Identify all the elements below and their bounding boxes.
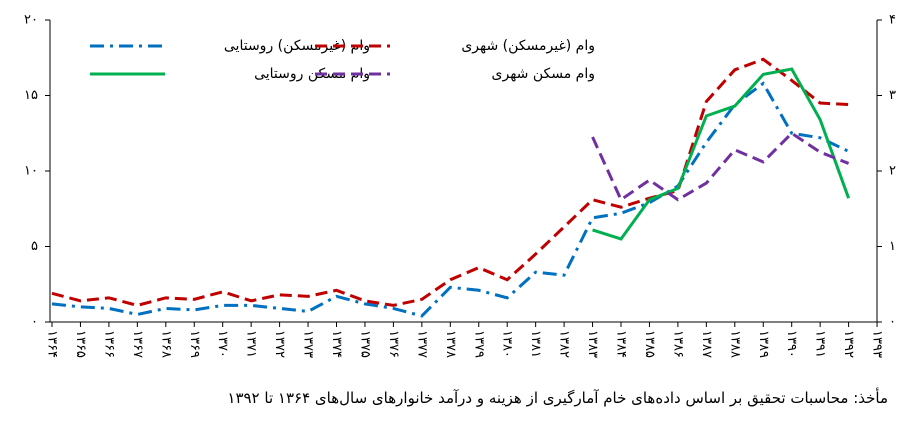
y2-tick-label: ۱ bbox=[889, 239, 896, 254]
x-tick-label: ۱۳۷۰ bbox=[215, 330, 230, 358]
x-tick-label: ۱۳۸۴ bbox=[614, 330, 629, 358]
y2-tick-label: ۰ bbox=[889, 315, 896, 330]
y-tick-label: ۰ bbox=[31, 315, 38, 330]
legend-label: وام مسکن روستایی bbox=[254, 66, 370, 82]
series-line bbox=[51, 57, 849, 307]
x-tick-label: ۱۳۸۰ bbox=[500, 330, 515, 358]
y-tick-label: ۱۵ bbox=[24, 88, 38, 103]
x-tick-label: ۱۳۹۱ bbox=[813, 330, 828, 358]
x-tick-label: ۱۳۷۳ bbox=[301, 330, 316, 358]
y-tick-label: ۵ bbox=[31, 239, 38, 254]
x-tick-label: ۱۳۶۵ bbox=[73, 330, 88, 358]
series-line bbox=[51, 81, 850, 318]
x-tick-label: ۱۳۷۴ bbox=[329, 330, 344, 358]
series-line bbox=[592, 67, 851, 241]
x-tick-label: ۱۳۸۳ bbox=[585, 330, 600, 358]
y2-tick-label: ۲ bbox=[889, 164, 896, 179]
series-line bbox=[591, 131, 850, 202]
legend-label: وام (غیرمسکن) شهری bbox=[461, 38, 595, 54]
x-tick-label: ۱۳۸۲ bbox=[557, 330, 572, 358]
x-tick-label: ۱۳۸۱ bbox=[528, 330, 543, 358]
y-tick-label: ۱۰ bbox=[24, 164, 38, 179]
legend-label: وام (غیرمسکن) روستایی bbox=[224, 38, 370, 54]
x-tick-label: ۱۳۹۰ bbox=[784, 330, 799, 358]
y2-tick-label: ۳ bbox=[889, 88, 896, 103]
x-tick-label: ۱۳۷۵ bbox=[357, 330, 372, 358]
source-note: مأخذ: محاسبات تحقیق بر اساس داده‌های خام… bbox=[227, 389, 888, 407]
x-tick-label: ۱۳۷۹ bbox=[471, 330, 486, 358]
x-tick-label: ۱۳۸۵ bbox=[642, 330, 657, 358]
x-tick-label: ۱۳۸۹ bbox=[756, 330, 771, 358]
x-tick-label: ۱۳۷۲ bbox=[272, 330, 287, 358]
legend-label: وام مسکن شهری bbox=[492, 66, 595, 82]
x-tick-label: ۱۳۷۶ bbox=[386, 330, 401, 358]
x-tick-label: ۱۳۸۸ bbox=[727, 330, 742, 358]
x-tick-label: ۱۳۹۲ bbox=[841, 330, 856, 358]
chart: ۰ ۵ ۱۰ ۱۵ ۲۰ ۰ ۱ ۲ ۳ ۴ ۱۳۶۴ ۱۳۶۵ ۱۳۶۶ ۱۳۶۷ ۱۳۶۸ ۱۳۶۹ ۱۳۷… bbox=[24, 13, 896, 358]
x-tick-label: ۱۳۶۸ bbox=[158, 330, 173, 358]
x-tick-label: ۱۳۷۷ bbox=[414, 330, 429, 358]
x-tick-label: ۱۳۶۴ bbox=[45, 330, 60, 358]
x-tick-label: ۱۳۸۶ bbox=[670, 330, 685, 358]
x-tick-label: ۱۳۶۹ bbox=[187, 330, 202, 358]
x-tick-label: ۱۳۷۸ bbox=[443, 330, 458, 358]
x-tick-label: ۱۳۷۱ bbox=[244, 330, 259, 358]
x-tick-label: ۱۳۹۳ bbox=[870, 330, 885, 358]
y2-tick-label: ۴ bbox=[889, 13, 896, 28]
x-tick-label: ۱۳۸۷ bbox=[699, 330, 714, 358]
x-tick-label: ۱۳۶۶ bbox=[101, 330, 116, 358]
x-tick-label: ۱۳۶۷ bbox=[130, 330, 145, 358]
y-tick-label: ۲۰ bbox=[24, 13, 38, 28]
